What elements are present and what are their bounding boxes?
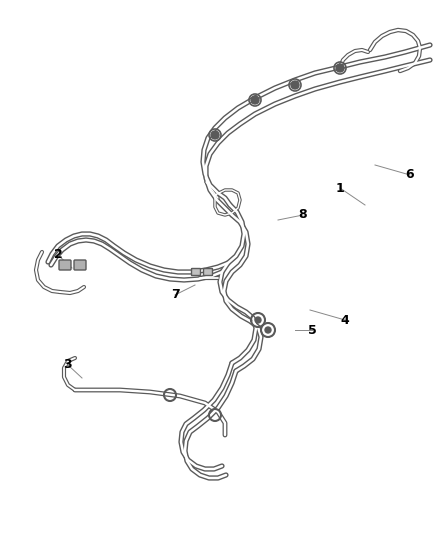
Circle shape <box>255 317 261 323</box>
Circle shape <box>211 131 219 139</box>
Circle shape <box>291 81 299 89</box>
FancyBboxPatch shape <box>191 269 201 276</box>
Circle shape <box>251 96 259 104</box>
FancyBboxPatch shape <box>74 260 86 270</box>
Circle shape <box>336 64 344 72</box>
Text: 2: 2 <box>53 248 62 262</box>
Text: 4: 4 <box>341 313 350 327</box>
Text: 1: 1 <box>336 182 344 195</box>
Text: 8: 8 <box>299 208 307 222</box>
Text: 6: 6 <box>406 168 414 182</box>
Circle shape <box>265 327 271 333</box>
Text: 5: 5 <box>307 324 316 336</box>
FancyBboxPatch shape <box>204 269 212 276</box>
Text: 7: 7 <box>171 288 180 302</box>
Text: 3: 3 <box>64 359 72 372</box>
FancyBboxPatch shape <box>59 260 71 270</box>
